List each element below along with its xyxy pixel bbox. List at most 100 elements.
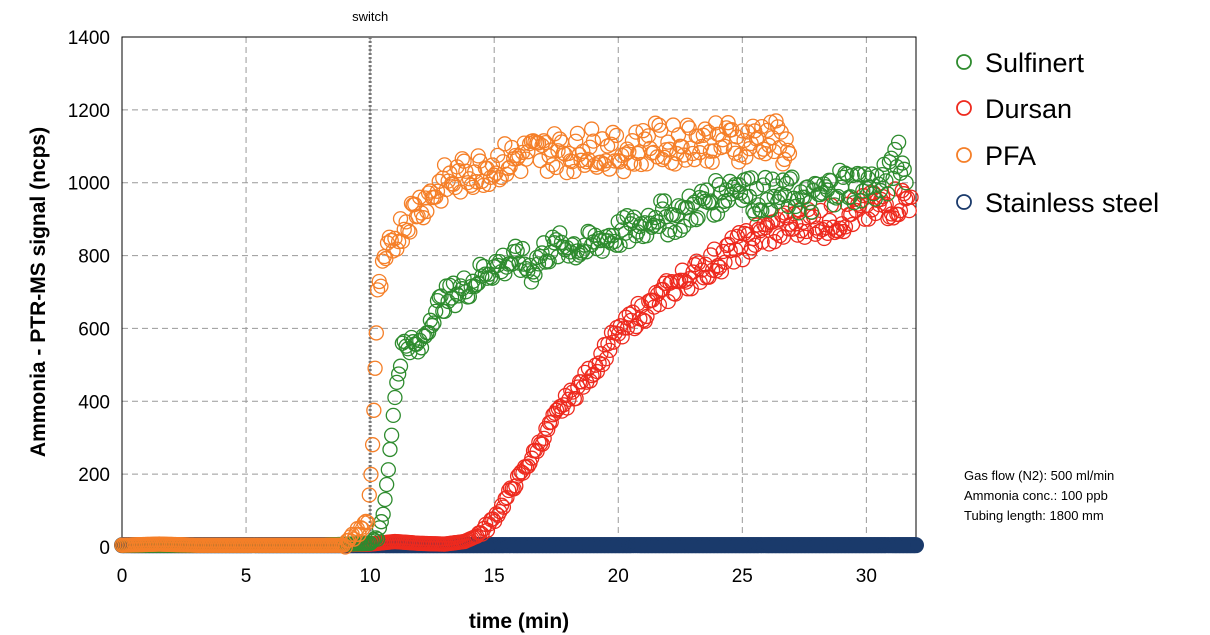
data-point <box>637 131 653 147</box>
data-point <box>568 390 584 407</box>
data-point <box>361 487 377 503</box>
data-point <box>500 160 517 176</box>
data-point <box>826 197 843 213</box>
data-point <box>784 169 800 185</box>
data-point <box>894 155 911 171</box>
data-point <box>444 290 460 306</box>
data-point <box>646 217 662 234</box>
data-point <box>679 117 696 133</box>
data-point <box>523 274 540 290</box>
y-tick-label: 400 <box>78 392 110 413</box>
annotation-gas-flow: Gas flow (N2): 500 ml/min <box>964 468 1114 483</box>
legend-label: Sulfinert <box>985 48 1085 78</box>
data-point <box>530 256 547 272</box>
data-point <box>680 281 696 297</box>
data-point <box>428 189 444 205</box>
data-point <box>775 172 791 188</box>
data-point <box>630 295 646 312</box>
data-point <box>596 156 612 172</box>
data-point <box>383 232 399 249</box>
data-point <box>809 220 825 236</box>
data-point <box>649 286 666 302</box>
data-point <box>563 382 579 398</box>
legend-label: Dursan <box>985 94 1072 124</box>
data-point <box>848 202 864 219</box>
data-point <box>706 143 722 159</box>
x-tick-label: 25 <box>732 566 753 587</box>
x-tick-label: 0 <box>117 566 128 587</box>
data-point <box>879 186 896 202</box>
data-point <box>389 241 405 257</box>
data-points <box>114 113 924 555</box>
data-point <box>602 342 618 359</box>
x-tick-label: 15 <box>484 566 505 587</box>
data-point <box>382 441 398 458</box>
y-tick-label: 1000 <box>68 174 110 195</box>
data-point <box>690 210 706 226</box>
data-point <box>688 211 704 228</box>
annotation-ammonia-conc: Ammonia conc.: 100 ppb <box>964 488 1108 503</box>
data-point <box>610 326 627 342</box>
switch-marker: switch <box>352 9 388 547</box>
data-point <box>903 189 919 205</box>
data-point <box>373 278 389 294</box>
data-point <box>508 478 524 494</box>
data-point <box>385 407 401 424</box>
legend-marker <box>956 147 972 163</box>
data-point <box>782 171 798 187</box>
data-point <box>426 315 442 331</box>
y-tick-label: 1400 <box>68 28 110 49</box>
data-point <box>484 157 501 173</box>
data-point <box>481 266 497 282</box>
data-point <box>670 127 687 143</box>
data-point <box>734 123 750 139</box>
data-point <box>363 466 379 483</box>
data-point <box>552 225 568 241</box>
data-point <box>722 243 738 259</box>
data-point <box>800 179 816 195</box>
data-point <box>400 222 416 239</box>
data-point <box>757 169 774 186</box>
data-point <box>736 132 752 149</box>
data-point <box>410 208 426 224</box>
data-point <box>562 244 579 260</box>
data-point <box>420 185 437 201</box>
data-point <box>605 124 621 141</box>
grid-lines <box>122 37 916 547</box>
data-point <box>561 391 577 407</box>
data-point <box>486 167 502 183</box>
data-point <box>531 434 547 450</box>
data-point <box>626 320 643 337</box>
switch-label: switch <box>352 9 388 24</box>
x-tick-label: 30 <box>856 566 877 587</box>
data-point <box>778 131 794 147</box>
data-point <box>699 182 715 198</box>
data-point <box>683 212 699 228</box>
data-point <box>603 136 619 152</box>
data-point <box>413 340 430 356</box>
data-point <box>359 514 376 531</box>
data-point <box>541 148 557 164</box>
data-point <box>688 253 705 269</box>
data-point <box>385 243 401 259</box>
data-point <box>520 458 536 474</box>
data-point <box>377 491 393 508</box>
data-point <box>369 282 386 298</box>
data-point <box>846 195 862 211</box>
data-point <box>436 157 453 173</box>
x-tick-labels: 0 5 10 15 20 25 30 <box>117 566 877 587</box>
data-point <box>738 149 754 165</box>
data-point <box>843 206 859 223</box>
annotation-tubing-length: Tubing length: 1800 mm <box>964 508 1104 523</box>
data-point <box>482 169 499 186</box>
data-point <box>635 312 652 328</box>
data-point <box>797 229 813 245</box>
data-point <box>693 183 710 199</box>
data-point <box>754 119 770 135</box>
y-tick-label: 1200 <box>68 101 110 122</box>
data-point <box>789 227 806 243</box>
data-point <box>429 183 446 199</box>
y-tick-label: 600 <box>78 319 110 340</box>
data-point <box>766 234 783 250</box>
